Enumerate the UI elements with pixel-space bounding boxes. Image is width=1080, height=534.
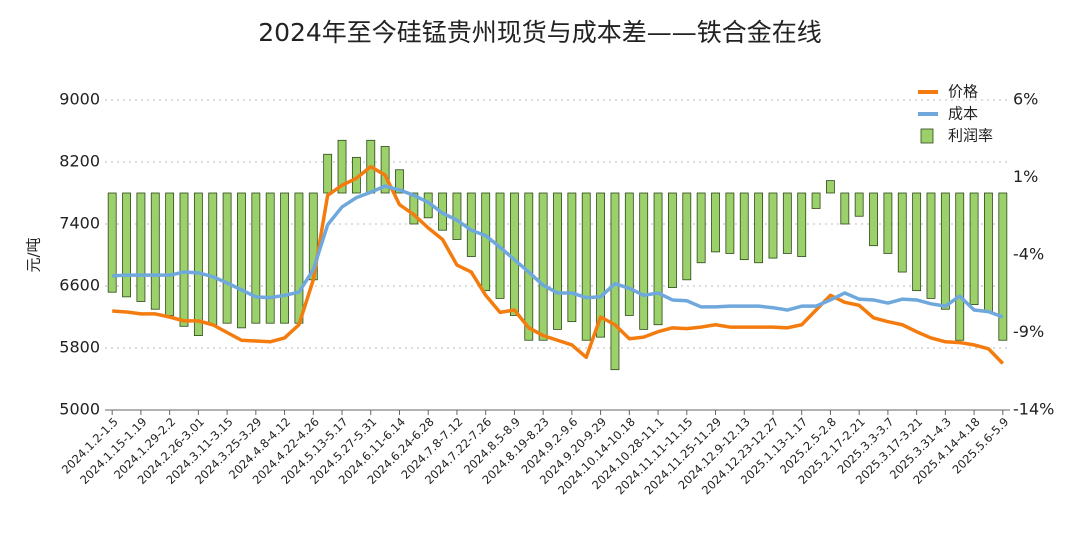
line (112, 184, 1004, 319)
y2-tick-label: 1% (1013, 167, 1038, 186)
bar (768, 192, 778, 259)
bar (811, 192, 821, 209)
bar (294, 192, 304, 324)
bar (653, 192, 663, 326)
bar (337, 139, 347, 194)
legend-swatch (920, 128, 934, 144)
bar (596, 192, 606, 338)
bar (696, 192, 706, 264)
y-tick-label: 8200 (59, 152, 100, 171)
bar (280, 192, 289, 324)
bar (797, 192, 807, 257)
bar (409, 192, 419, 225)
bar (265, 192, 275, 324)
bar (553, 192, 562, 330)
bar (323, 153, 333, 194)
bar (237, 192, 246, 329)
bar (251, 192, 261, 324)
bar (883, 192, 893, 254)
legend-label: 价格 (948, 83, 978, 101)
bar (524, 192, 534, 341)
bar (567, 192, 577, 323)
bar (452, 192, 462, 240)
bar (869, 192, 878, 247)
bar (107, 192, 117, 293)
y2-tick-label: -14% (1013, 400, 1054, 419)
bar (509, 192, 519, 316)
bar (165, 192, 175, 316)
bar (969, 192, 979, 305)
bar (222, 192, 232, 324)
bar (122, 192, 131, 298)
y-tick-label: 7400 (59, 214, 100, 233)
bar (639, 192, 649, 330)
y-tick-label: 9000 (59, 90, 100, 109)
bar (208, 192, 218, 326)
bar (782, 192, 792, 254)
bar (136, 192, 146, 302)
bar (984, 192, 993, 313)
y2-tick-label: -4% (1013, 245, 1044, 264)
bar (940, 192, 950, 310)
line (112, 164, 1005, 365)
bar (725, 192, 735, 254)
bar (481, 192, 491, 292)
bar (840, 192, 850, 225)
bar (380, 146, 390, 194)
y2-tick-label: -9% (1013, 322, 1044, 341)
y-axis-label: 元/吨 (25, 237, 43, 272)
bar (150, 192, 160, 310)
bar (826, 180, 835, 194)
bar (395, 169, 404, 194)
bar (581, 192, 591, 341)
bar (711, 192, 720, 253)
bar (466, 192, 476, 257)
bar (610, 192, 620, 371)
bar (998, 192, 1008, 341)
legend-label: 利润率 (948, 127, 993, 145)
y2-tick-label: 6% (1013, 90, 1038, 109)
bar (193, 192, 203, 337)
bar (538, 192, 548, 341)
bar (897, 192, 907, 273)
bar (739, 192, 749, 261)
bar (682, 192, 692, 281)
bar (179, 192, 189, 327)
bar (854, 192, 864, 217)
bar (912, 192, 922, 292)
bar (754, 192, 764, 264)
bar (955, 192, 965, 341)
y-tick-label: 5800 (59, 338, 100, 357)
bar (624, 192, 634, 316)
legend-label: 成本 (948, 105, 978, 123)
bar (926, 192, 936, 299)
y-tick-label: 6600 (59, 276, 100, 295)
y-tick-label: 5000 (59, 400, 100, 419)
bar (667, 192, 677, 288)
chart-title: 2024年至今硅锰贵州现货与成本差——铁合金在线 (258, 18, 822, 47)
